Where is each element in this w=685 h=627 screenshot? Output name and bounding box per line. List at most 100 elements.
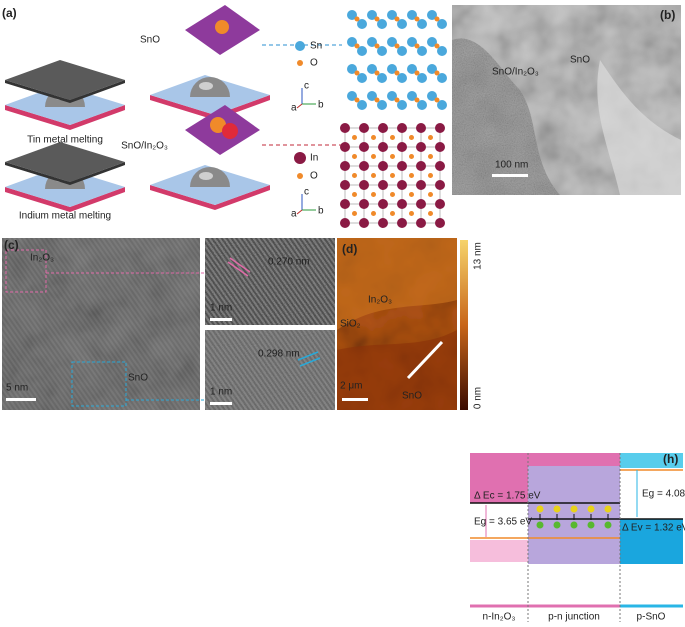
sn-atom: [407, 37, 417, 47]
sn-atom: [367, 37, 377, 47]
in-atom: [435, 199, 445, 209]
axis-letter: a: [291, 209, 297, 220]
panel-label: (c): [4, 238, 19, 252]
in-atom: [378, 199, 388, 209]
hrtem-inset: [205, 238, 335, 325]
caption: Tin metal melting: [27, 135, 103, 146]
o-atom: [390, 135, 395, 140]
o-atom: [394, 70, 400, 76]
droplet-highlight: [199, 82, 213, 90]
in-atom: [435, 180, 445, 190]
panel-label: (d): [342, 242, 357, 256]
sn-atom: [357, 73, 367, 83]
in-atom: [416, 161, 426, 171]
axis-letter: c: [304, 187, 309, 198]
afm-region: [337, 330, 457, 410]
spacing-marker: [297, 351, 321, 367]
plate-edge: [5, 105, 125, 130]
o-atom: [390, 211, 395, 216]
in-atom: [340, 123, 350, 133]
sn-atom: [387, 64, 397, 74]
in-atom: [359, 123, 369, 133]
tem-region: [597, 60, 681, 195]
scale-label: 1 nm: [210, 387, 232, 398]
in-atom: [340, 218, 350, 228]
o-atom: [394, 43, 400, 49]
in-atom: [378, 123, 388, 133]
sn-atom: [407, 64, 417, 74]
sn-atom: [387, 91, 397, 101]
sn-atom: [367, 64, 377, 74]
spacing-label: 0.270 nm: [268, 257, 310, 268]
in-atom: [416, 199, 426, 209]
o-atom: [371, 173, 376, 178]
o-atom: [409, 192, 414, 197]
sn-atom: [417, 100, 427, 110]
region-label: SnO: [402, 391, 422, 402]
o-atom: [434, 43, 440, 49]
hole: [536, 521, 544, 529]
in-atom: [359, 161, 369, 171]
sn-atom: [437, 46, 447, 56]
o-atom: [354, 16, 360, 22]
sn-atom: [377, 100, 387, 110]
sn-atom: [427, 91, 437, 101]
sn-atom: [417, 46, 427, 56]
sn-atom: [387, 10, 397, 20]
in-atom: [397, 161, 407, 171]
electron: [587, 505, 595, 513]
region-label: SiO₂: [340, 319, 361, 330]
in-atom: [359, 180, 369, 190]
in-atom: [416, 180, 426, 190]
energy-label: Δ Ev = 1.32 eV: [622, 523, 685, 534]
band: [470, 453, 528, 503]
hrtem-c: [2, 238, 335, 410]
sn-atom: [377, 19, 387, 29]
o-atom: [374, 70, 380, 76]
o-atom: [394, 97, 400, 103]
o-atom: [374, 43, 380, 49]
sn-atom: [397, 100, 407, 110]
energy-label: Eg = 3.65 eV: [474, 517, 532, 528]
in-atom: [378, 142, 388, 152]
o-atom: [354, 43, 360, 49]
sno-grain: [210, 117, 226, 133]
sno-grain: [215, 20, 229, 34]
electron: [570, 505, 578, 513]
region-label: SnO: [570, 55, 590, 66]
afm-region: [337, 238, 457, 330]
caption: Indium metal melting: [19, 211, 111, 222]
top-plate: [5, 60, 125, 100]
energy-label: Eg = 4.08 eV: [642, 489, 685, 500]
in-atom: [359, 218, 369, 228]
o-atom: [409, 135, 414, 140]
plate-edge: [5, 187, 125, 212]
o-atom: [352, 173, 357, 178]
color-scale-label: 0 nm: [473, 387, 484, 409]
lattice-texture: [205, 330, 335, 410]
electron: [553, 505, 561, 513]
scale-bar: [210, 318, 232, 321]
scale-label: 5 nm: [6, 383, 28, 394]
top-plate-edge: [5, 80, 125, 103]
o-atom: [352, 211, 357, 216]
sn-atom: [407, 10, 417, 20]
roi-box: [71, 361, 127, 407]
scale-bar: [492, 174, 528, 177]
in-atom: [378, 161, 388, 171]
o-atom: [428, 154, 433, 159]
sn-atom: [417, 73, 427, 83]
atom-key: [297, 173, 303, 179]
scale-bar: [210, 402, 232, 405]
energy-label: Δ Ec = 1.75 eV: [474, 491, 541, 502]
o-atom: [374, 97, 380, 103]
sn-atom: [397, 46, 407, 56]
in-atom: [340, 199, 350, 209]
electron: [604, 505, 612, 513]
top-plate: [5, 142, 125, 182]
o-atom: [352, 192, 357, 197]
region-label: p-n junction: [548, 612, 600, 623]
sn-atom: [437, 100, 447, 110]
